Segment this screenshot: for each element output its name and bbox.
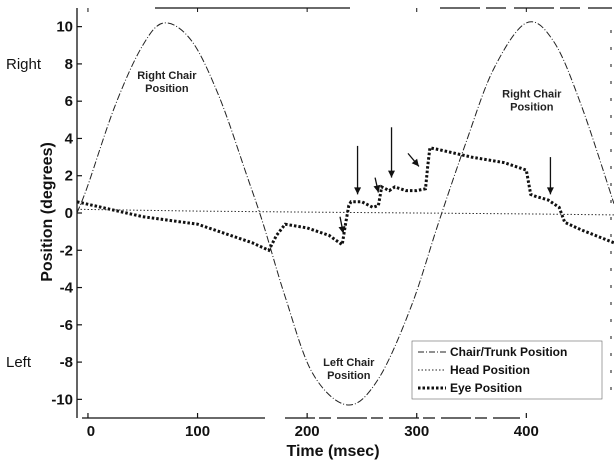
arrowhead-icon bbox=[338, 226, 346, 234]
series-line-head-position bbox=[76, 208, 614, 216]
y-side-label: Right bbox=[6, 56, 42, 73]
arrowhead-icon bbox=[373, 184, 381, 193]
annotation-line: Position bbox=[510, 101, 554, 113]
annotation-line: Right Chair bbox=[502, 88, 562, 100]
annotation-label: Right Chair Position bbox=[137, 70, 197, 95]
x-tick-label: 0 bbox=[87, 423, 95, 440]
annotation-line: Right Chair bbox=[137, 70, 197, 82]
series-line-eye-position bbox=[76, 146, 614, 253]
annotations: Right Chair Position Right Chair PositionLe… bbox=[137, 70, 562, 382]
y-tick-label: 0 bbox=[65, 205, 73, 222]
y-tick-label: -2 bbox=[60, 242, 73, 259]
x-tick-label: 400 bbox=[514, 423, 539, 440]
y-tick-label: -10 bbox=[51, 391, 73, 408]
x-tick-label: 300 bbox=[404, 423, 429, 440]
arrowhead-icon bbox=[546, 187, 554, 195]
y-tick-label: 2 bbox=[65, 168, 73, 185]
x-tick-label: 200 bbox=[295, 423, 320, 440]
y-axis-label: Position (degrees) bbox=[39, 142, 56, 282]
legend-label-chair: Chair/Trunk Position bbox=[450, 345, 567, 359]
legend-label-head: Head Position bbox=[450, 363, 530, 377]
arrowhead-icon bbox=[411, 158, 419, 167]
y-tick-label: -4 bbox=[60, 280, 74, 297]
x-tick-label: 100 bbox=[185, 423, 210, 440]
arrowhead-icon bbox=[354, 187, 362, 195]
annotation-label: Right Chair Position bbox=[502, 88, 562, 113]
y-tick-label: -6 bbox=[60, 317, 73, 334]
legend: Chair/Trunk Position Head Position Eye P… bbox=[411, 340, 603, 400]
arrowhead-icon bbox=[388, 170, 395, 178]
y-side-label: Left bbox=[6, 354, 32, 371]
y-tick-label: 10 bbox=[56, 19, 73, 36]
annotation-label: Left Chair Position bbox=[323, 357, 375, 382]
y-tick-label: -8 bbox=[60, 354, 73, 371]
y-tick-label: 8 bbox=[65, 56, 73, 73]
annotation-line: Position bbox=[327, 370, 371, 382]
annotation-line: Left Chair bbox=[323, 357, 375, 369]
legend-label-eye: Eye Position bbox=[450, 381, 522, 395]
y-tick-label: 4 bbox=[65, 130, 74, 147]
series-line-chair-trunk-position bbox=[76, 21, 614, 406]
x-axis-label: Time (msec) bbox=[286, 443, 379, 460]
saccade-arrows bbox=[338, 127, 554, 234]
y-tick-label: 6 bbox=[65, 93, 73, 110]
axes: 10 8 6 4 2 0 -2 -4 -6 -8 -10 Right Left 0 100 200 300 400 bbox=[6, 8, 539, 440]
annotation-line: Position bbox=[145, 83, 189, 95]
series-group bbox=[76, 21, 614, 406]
